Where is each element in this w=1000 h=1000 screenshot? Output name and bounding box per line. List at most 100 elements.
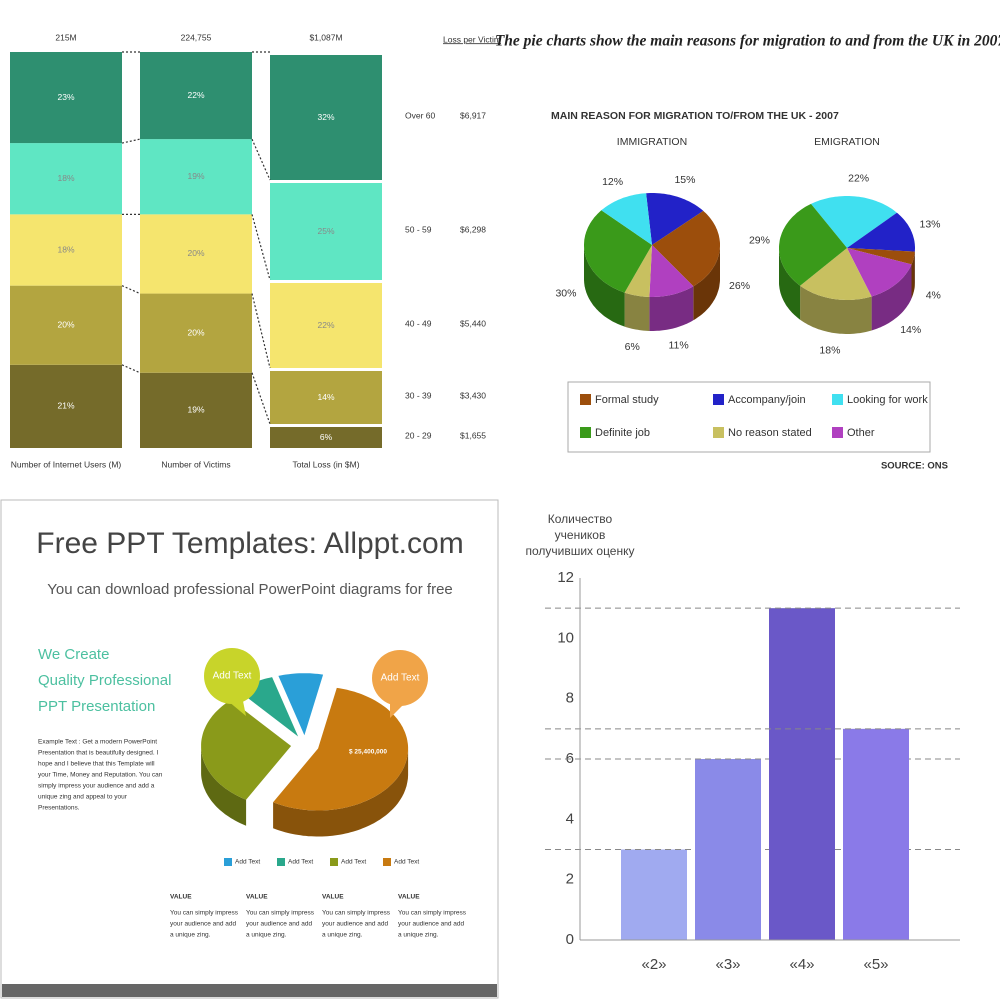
- legend-label: No reason stated: [728, 427, 812, 439]
- body-line: your Time, Money and Reputation. You can: [38, 772, 163, 779]
- footer-bar: [2, 984, 497, 997]
- value-label: 22%: [848, 172, 869, 184]
- series-name: 30 - 39: [405, 390, 432, 400]
- legend-label: Other: [847, 427, 875, 439]
- segment-label: 14%: [317, 392, 334, 402]
- legend-swatch: [580, 427, 591, 438]
- slice: [584, 210, 652, 293]
- segment: [140, 293, 252, 373]
- slice: [800, 248, 872, 300]
- pie-title: EMIGRATION: [814, 136, 880, 148]
- loss-header: Loss per Victim: [443, 34, 501, 44]
- loss-per-victim: $5,440: [460, 318, 486, 328]
- body-line: simply impress your audience and add a: [38, 783, 155, 790]
- legend-swatch: [277, 858, 285, 866]
- value-label: 12%: [602, 176, 623, 188]
- subtitle: MAIN REASON FOR MIGRATION TO/FROM THE UK…: [551, 110, 839, 122]
- slice-side: [800, 285, 872, 334]
- slice-side: [201, 747, 247, 826]
- callout-text: Add Text: [213, 671, 252, 682]
- legend-label: Accompany/join: [728, 394, 806, 406]
- legend-box: [567, 381, 931, 453]
- series-name: 40 - 49: [405, 318, 432, 328]
- body-line: Presentations.: [38, 805, 80, 812]
- bar: [621, 849, 687, 940]
- x-category-label: Number of Internet Users (M): [11, 459, 122, 469]
- block-line: your audience and add: [170, 921, 237, 928]
- y-tick-label: 4: [566, 810, 574, 827]
- segment-label: 25%: [317, 226, 334, 236]
- slice-side: [871, 264, 912, 331]
- segment-label: 20%: [187, 327, 204, 337]
- segment: [270, 283, 382, 368]
- segment-label: 23%: [57, 92, 74, 102]
- connector: [121, 138, 141, 144]
- x-tick-label: «3»: [715, 956, 740, 973]
- block-line: You can simply impress: [322, 910, 391, 917]
- value-label: 29%: [749, 235, 770, 247]
- block-line: a unique zing.: [170, 932, 211, 939]
- block-title: VALUE: [170, 894, 192, 901]
- segment: [140, 214, 252, 294]
- slice-side: [624, 292, 650, 331]
- callout: [372, 650, 428, 706]
- title-line: учеников: [555, 528, 606, 542]
- segment: [270, 371, 382, 424]
- bar: [843, 728, 909, 940]
- slice: [624, 245, 652, 297]
- series-name: Over 60: [405, 110, 436, 120]
- segment-label: 32%: [317, 112, 334, 122]
- value-label: 14%: [900, 324, 921, 336]
- series-name: 20 - 29: [405, 430, 432, 440]
- connector: [121, 285, 141, 295]
- loss-per-victim: $6,917: [460, 110, 486, 120]
- slice: [601, 193, 652, 245]
- body-line: hope and I believe that this Template wi…: [38, 761, 155, 768]
- segment-label: 22%: [317, 320, 334, 330]
- slice: [847, 248, 912, 297]
- connector: [251, 138, 271, 181]
- column-total: 224,755: [181, 32, 212, 42]
- segment: [270, 427, 382, 448]
- slice: [649, 245, 694, 297]
- loss-per-victim: $6,298: [460, 224, 486, 234]
- slice: [278, 673, 324, 736]
- segment: [10, 285, 122, 365]
- connector: [251, 214, 271, 281]
- slice-side: [693, 246, 720, 321]
- x-category-label: Total Loss (in $M): [292, 459, 359, 469]
- pie-title: IMMIGRATION: [617, 136, 687, 148]
- block-line: a unique zing.: [322, 932, 363, 939]
- segment-label: 18%: [57, 244, 74, 254]
- heading-line: PPT Presentation: [38, 698, 155, 715]
- block-line: your audience and add: [398, 921, 465, 928]
- column-total: $1,087M: [309, 32, 342, 42]
- legend-label: Definite job: [595, 427, 650, 439]
- slice: [779, 203, 847, 286]
- legend-swatch: [713, 427, 724, 438]
- slice: [201, 699, 292, 800]
- legend-label: Formal study: [595, 394, 659, 406]
- block-title: VALUE: [246, 894, 268, 901]
- x-tick-label: «5»: [863, 956, 888, 973]
- segment-label: 18%: [57, 173, 74, 183]
- segment-label: 20%: [57, 319, 74, 329]
- block-line: a unique zing.: [246, 932, 287, 939]
- connector: [251, 293, 271, 369]
- y-tick-label: 2: [566, 871, 574, 888]
- loss-per-victim: $1,655: [460, 430, 486, 440]
- legend-swatch: [832, 394, 843, 405]
- segment: [10, 143, 122, 215]
- column-total: 215M: [55, 32, 76, 42]
- segment-label: 6%: [320, 432, 333, 442]
- segment: [140, 139, 252, 215]
- body-line: Example Text : Get a modern PowerPoint: [38, 739, 157, 746]
- value-label: 30%: [555, 288, 576, 300]
- block-title: VALUE: [322, 894, 344, 901]
- slice: [847, 248, 915, 265]
- legend-swatch: [580, 394, 591, 405]
- x-tick-label: «2»: [641, 956, 666, 973]
- heading-line: Quality Professional: [38, 672, 171, 689]
- legend-label: Looking for work: [847, 394, 928, 406]
